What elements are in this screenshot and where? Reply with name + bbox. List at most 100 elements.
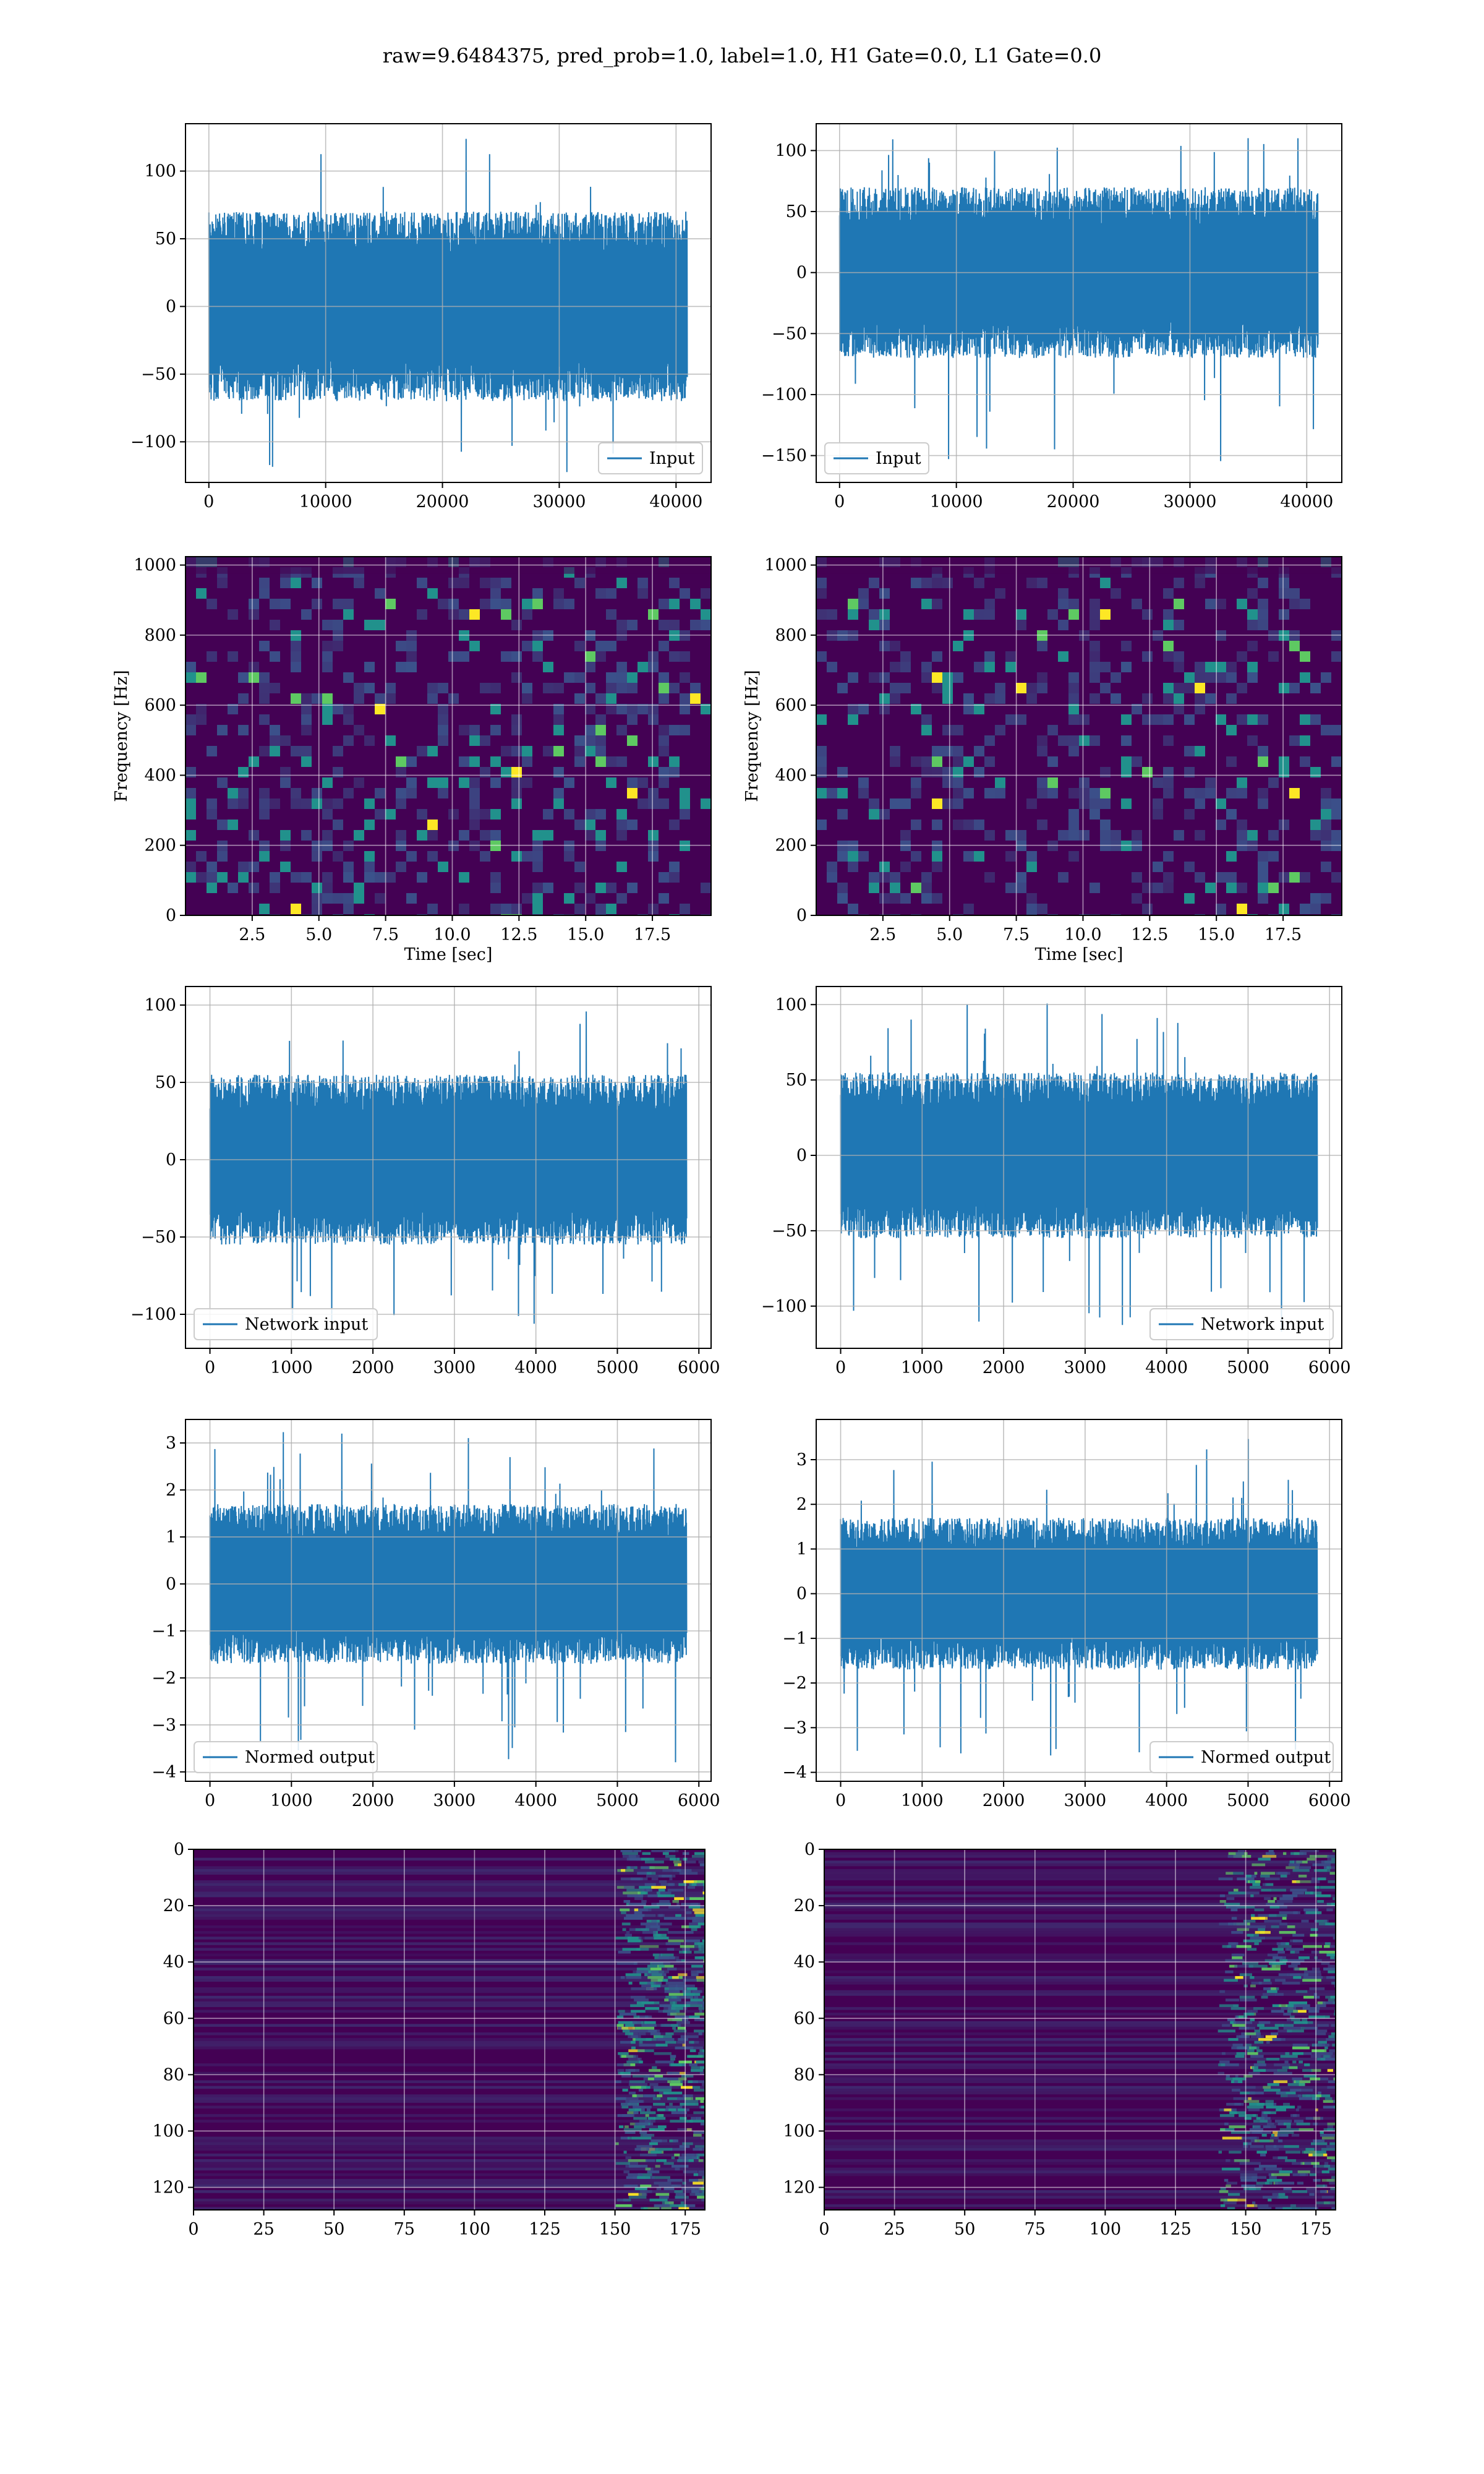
- feature-map-h1-cell: [645, 2074, 661, 2078]
- spectrogram-h1-cell: [522, 851, 532, 862]
- feature-map-h1-cell: [646, 1872, 656, 1875]
- spectrogram-l1-cell: [879, 893, 890, 904]
- spectrogram-l1-cell: [1090, 693, 1100, 704]
- feature-map-h1-cell: [671, 2111, 687, 2115]
- feature-map-h1-cell: [657, 1964, 674, 1968]
- spectrogram-l1-cell: [1005, 851, 1016, 862]
- feature-map-h1-cell: [634, 1911, 642, 1914]
- feature-map-l1-cell: [1317, 1877, 1326, 1881]
- spectrogram-h1-cell: [291, 746, 301, 756]
- spectrogram-h1-cell: [532, 862, 543, 872]
- spectrogram-h1-cell: [375, 588, 385, 599]
- spectrogram-l1-cell: [1237, 599, 1247, 609]
- feature-map-l1-cell: [1249, 1880, 1255, 1883]
- feature-map-h1-cell: [640, 2185, 652, 2188]
- feature-map-h1-cell: [649, 2198, 668, 2202]
- feature-map-l1-cell: [1243, 1939, 1262, 1943]
- feature-map-l1-cell: [1272, 1964, 1281, 1968]
- spectrogram-h1-cell: [648, 651, 659, 662]
- spectrogram-l1-cell: [974, 767, 984, 777]
- spectrogram-h1-cell: [490, 809, 501, 820]
- feature-map-l1-cell: [1239, 2136, 1243, 2140]
- feature-map-l1-row-stripe: [824, 1953, 1336, 1957]
- feature-map-l1-cell: [1234, 2080, 1239, 2084]
- spectrogram-h1-cell: [322, 872, 333, 883]
- spectrogram-h1-cell: [448, 599, 459, 609]
- spectrogram-h1-cell: [417, 578, 427, 588]
- spectrogram-h1-cell: [490, 883, 501, 893]
- input-l1-legend-label: Input: [876, 449, 921, 468]
- spectrogram-l1-cell: [890, 798, 900, 809]
- feature-map-h1-cell: [647, 1894, 667, 1898]
- spectrogram-h1-cell: [343, 872, 354, 883]
- spectrogram-h1-cell: [249, 672, 259, 683]
- spectrogram-l1-cell: [1153, 798, 1163, 809]
- spectrogram-h1-cell: [564, 672, 574, 683]
- feature-map-h1-cell: [636, 1967, 650, 1971]
- spectrogram-h1-cell: [669, 578, 680, 588]
- spectrogram-h1-cell: [585, 893, 595, 904]
- feature-map-l1-cell: [1298, 2060, 1303, 2064]
- spectrogram-l1-cell: [1184, 862, 1195, 872]
- feature-map-h1-cell: [617, 1868, 634, 1872]
- feature-map-h1-cell: [691, 2187, 701, 2191]
- spectrogram-h1-cell: [553, 683, 564, 693]
- feature-map-h1-row-stripe: [194, 1967, 705, 1971]
- feature-map-h1-cell: [667, 2178, 683, 2182]
- spectrogram-h1-cell: [291, 651, 301, 662]
- feature-map-l1-cell: [1290, 1939, 1297, 1943]
- spectrogram-h1-cell: [680, 672, 690, 683]
- feature-map-l1-cell: [1273, 2080, 1288, 2084]
- spectrogram-h1-cell: [301, 704, 312, 714]
- feature-map-h1-row-stripe: [194, 1925, 705, 1928]
- feature-map-l1-cell: [1334, 2013, 1336, 2016]
- input-l1-legend: [824, 442, 929, 474]
- feature-map-h1-cell: [665, 2108, 669, 2112]
- feature-map-h1-cell: [697, 1942, 705, 1945]
- feature-map-h1-cell: [673, 1868, 688, 1872]
- feature-map-h1-cell: [634, 2147, 650, 2151]
- feature-map-l1-cell: [1290, 2089, 1302, 2092]
- feature-map-h1-cell: [655, 2147, 673, 2151]
- spectrogram-h1-cell: [259, 798, 270, 809]
- feature-map-l1-cell: [1266, 2147, 1279, 2151]
- feature-map-l1-cell: [1272, 2193, 1279, 2196]
- feature-map-h1-cell: [659, 1964, 665, 1968]
- spectrogram-h1-cell: [595, 735, 606, 746]
- spectrogram-l1-cell: [1226, 672, 1237, 683]
- feature-map-l1-cell: [1318, 1922, 1334, 1925]
- feature-map-h1-cell: [637, 2176, 650, 2179]
- spectrogram-l1-cell: [1195, 798, 1205, 809]
- spectrogram-h1-cell: [228, 609, 238, 620]
- spectrogram-l1-cell: [1247, 735, 1258, 746]
- spectrogram-h1-cell: [270, 620, 280, 630]
- spectrogram-h1-cell: [322, 693, 333, 704]
- spectrogram-h1-cell: [291, 641, 301, 651]
- feature-map-l1-cell: [1237, 1849, 1245, 1852]
- spectrogram-h1-cell: [238, 872, 249, 883]
- feature-map-h1-cell: [683, 1993, 695, 1996]
- feature-map-l1-cell: [1316, 1919, 1328, 1923]
- feature-map-l1-cell: [1230, 2111, 1246, 2115]
- feature-map-l1-cell: [1327, 2122, 1336, 2126]
- feature-map-h1-cell: [694, 1950, 705, 1954]
- input-h1-xtick-label: 20000: [416, 492, 469, 511]
- spectrogram-l1-cell: [1174, 830, 1184, 841]
- spectrogram-l1-xtick-label: 12.5: [1131, 925, 1168, 944]
- feature-map-h1-row-stripe: [194, 2185, 705, 2188]
- spectrogram-l1-cell: [1195, 662, 1205, 672]
- feature-map-l1-cell: [1254, 1872, 1258, 1875]
- spectrogram-l1-cell: [1163, 683, 1174, 693]
- feature-map-h1-cell: [617, 2069, 625, 2072]
- feature-map-h1-cell: [636, 2145, 653, 2148]
- feature-map-h1-cell: [683, 2094, 693, 2097]
- spectrogram-l1-cell: [1310, 893, 1321, 904]
- feature-map-l1-cell: [1274, 2038, 1282, 2041]
- spectrogram-h1-cell: [522, 599, 532, 609]
- feature-map-h1-cell: [634, 1897, 643, 1900]
- spectrogram-l1-cell: [827, 862, 837, 872]
- feature-map-l1-cell: [1321, 2044, 1326, 2047]
- feature-map-h1-cell: [651, 1962, 670, 1965]
- feature-map-h1-xtick-label: 100: [459, 2220, 491, 2239]
- spectrogram-l1-cell: [816, 756, 827, 767]
